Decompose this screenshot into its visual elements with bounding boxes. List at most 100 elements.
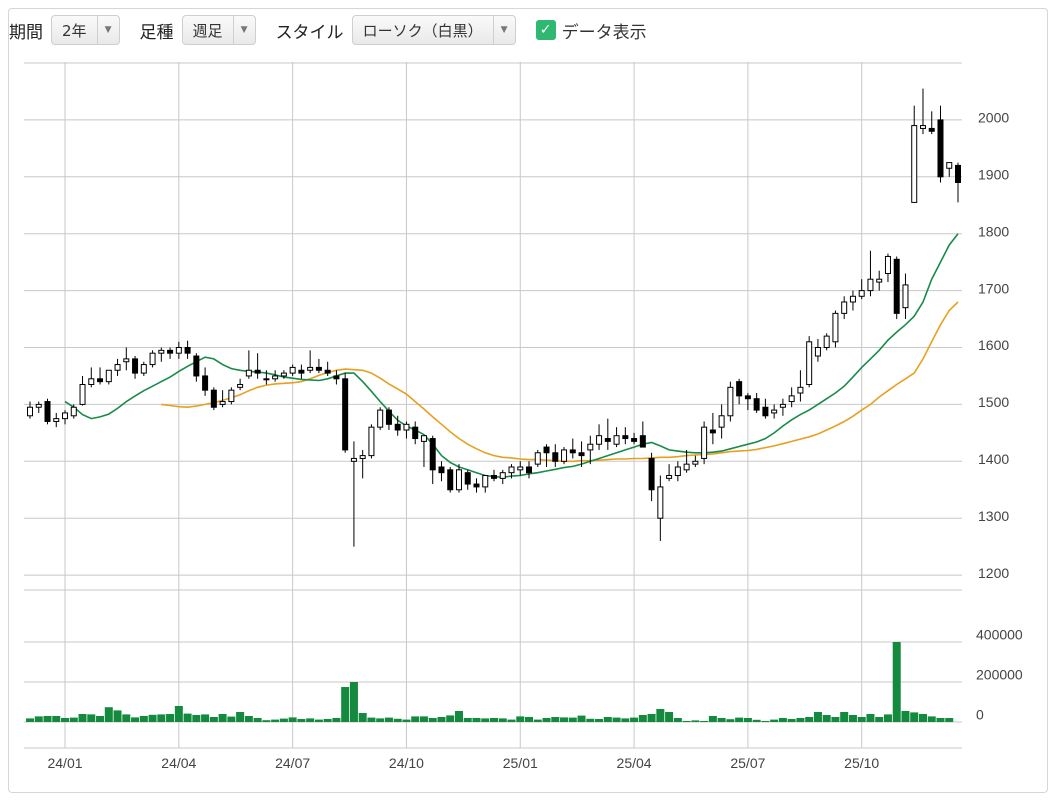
volume-bar xyxy=(918,714,927,722)
date-tick-label: 25/04 xyxy=(617,755,652,771)
candle-body xyxy=(403,423,410,431)
volume-bar xyxy=(166,714,175,722)
candle-body xyxy=(219,401,226,405)
volume-bar xyxy=(507,719,516,722)
volume-bar xyxy=(78,714,87,722)
volume-bar xyxy=(752,719,761,722)
volume-bar xyxy=(472,718,481,722)
candle-body xyxy=(841,301,848,314)
candle-body xyxy=(753,398,760,411)
candle-body xyxy=(736,381,743,397)
volume-bar xyxy=(96,716,105,722)
candle-body xyxy=(911,125,918,203)
volume-bar xyxy=(551,717,560,722)
volume-bar xyxy=(131,717,140,722)
volume-bar xyxy=(673,718,682,722)
date-tick-label: 25/07 xyxy=(730,755,765,771)
candle-body xyxy=(657,486,664,519)
candle-body xyxy=(613,435,620,445)
price-tick-label: 2000 xyxy=(978,110,1009,126)
date-axis-labels: 24/01 24/04 24/07 24/10 25/01 25/04 25/07 25/10 xyxy=(47,755,879,771)
candle-body xyxy=(788,395,795,403)
candle-body xyxy=(27,406,33,417)
candle-body xyxy=(771,409,778,414)
candle-body xyxy=(499,472,506,479)
volume-bar xyxy=(104,707,113,722)
volume-bar xyxy=(262,720,271,722)
candle-body xyxy=(447,469,454,491)
volume-bar xyxy=(700,721,709,722)
volume-bar xyxy=(26,718,34,722)
volume-bar xyxy=(402,719,411,722)
candle-body xyxy=(315,366,322,371)
volume-bar xyxy=(271,719,280,722)
ma-short-line xyxy=(64,233,959,479)
volume-bar xyxy=(796,718,805,722)
candle-body xyxy=(35,403,42,408)
candle-body xyxy=(140,364,147,374)
volume-axis-labels: 0 200000 400000 xyxy=(976,627,1023,723)
volume-bar xyxy=(708,716,717,722)
candle-body xyxy=(491,475,497,479)
chevron-down-icon: ▼ xyxy=(492,16,515,44)
show-data-label: データ表示 xyxy=(561,22,647,43)
show-data-toggle[interactable]: ✓ データ表示 xyxy=(535,18,647,43)
candle-body xyxy=(534,452,541,465)
volume-bar xyxy=(236,712,245,722)
volume-bar xyxy=(192,715,201,722)
volume-bar xyxy=(883,714,892,722)
candle-body xyxy=(272,375,279,380)
candle-body xyxy=(175,347,182,354)
volume-bar xyxy=(218,714,227,722)
candle-body xyxy=(727,386,734,417)
volume-bar xyxy=(139,716,148,722)
candle-body xyxy=(648,457,655,491)
volume-bar xyxy=(778,718,787,722)
volume-bars xyxy=(26,642,954,722)
volume-bar xyxy=(726,719,735,722)
date-tick-label: 25/01 xyxy=(503,755,538,771)
volume-bar xyxy=(927,716,936,722)
candle-body xyxy=(70,406,77,417)
checkmark-icon[interactable]: ✓ xyxy=(535,20,556,40)
volume-bar xyxy=(411,716,420,722)
chevron-down-icon: ▼ xyxy=(96,16,119,44)
candle-body xyxy=(622,435,629,440)
candle-body xyxy=(709,429,716,434)
volume-bar xyxy=(612,717,621,722)
volume-bar xyxy=(630,717,639,722)
ashi-label: 足種 xyxy=(139,22,174,43)
candle-body xyxy=(823,335,830,348)
candle-body xyxy=(797,386,804,394)
volume-bar xyxy=(717,718,726,722)
volume-tick-label: 200000 xyxy=(976,667,1023,683)
period-select[interactable]: 2年 ▼ xyxy=(51,15,120,45)
candle-body xyxy=(867,278,874,292)
toolbar: 期間 2年 ▼ 足種 週足 ▼ スタイル ローソク（白黒） ▼ ✓ データ表示 xyxy=(9,10,1047,50)
price-tick-label: 1600 xyxy=(978,337,1009,353)
volume-bar xyxy=(866,714,875,722)
candle-body xyxy=(762,406,769,417)
candle-body xyxy=(718,415,725,428)
candle-body xyxy=(420,435,427,442)
candle-body xyxy=(543,446,550,454)
volume-bar xyxy=(87,714,96,722)
style-select[interactable]: ローソク（白黒） ▼ xyxy=(351,15,516,45)
candle-body xyxy=(167,349,174,354)
candle-body xyxy=(946,162,953,169)
volume-bar xyxy=(113,710,122,722)
candle-body xyxy=(359,455,366,459)
candle-body xyxy=(779,403,786,408)
volume-bar xyxy=(533,719,542,722)
volume-bar xyxy=(822,715,831,722)
price-tick-label: 1200 xyxy=(978,565,1009,581)
volume-bar xyxy=(183,713,192,722)
volume-bar xyxy=(297,719,306,722)
volume-bar xyxy=(586,718,595,722)
volume-bar xyxy=(892,642,901,722)
volume-bar xyxy=(665,712,674,722)
candle-body xyxy=(123,358,130,363)
ashi-select[interactable]: 週足 ▼ xyxy=(181,15,256,45)
candle-body xyxy=(919,125,926,129)
